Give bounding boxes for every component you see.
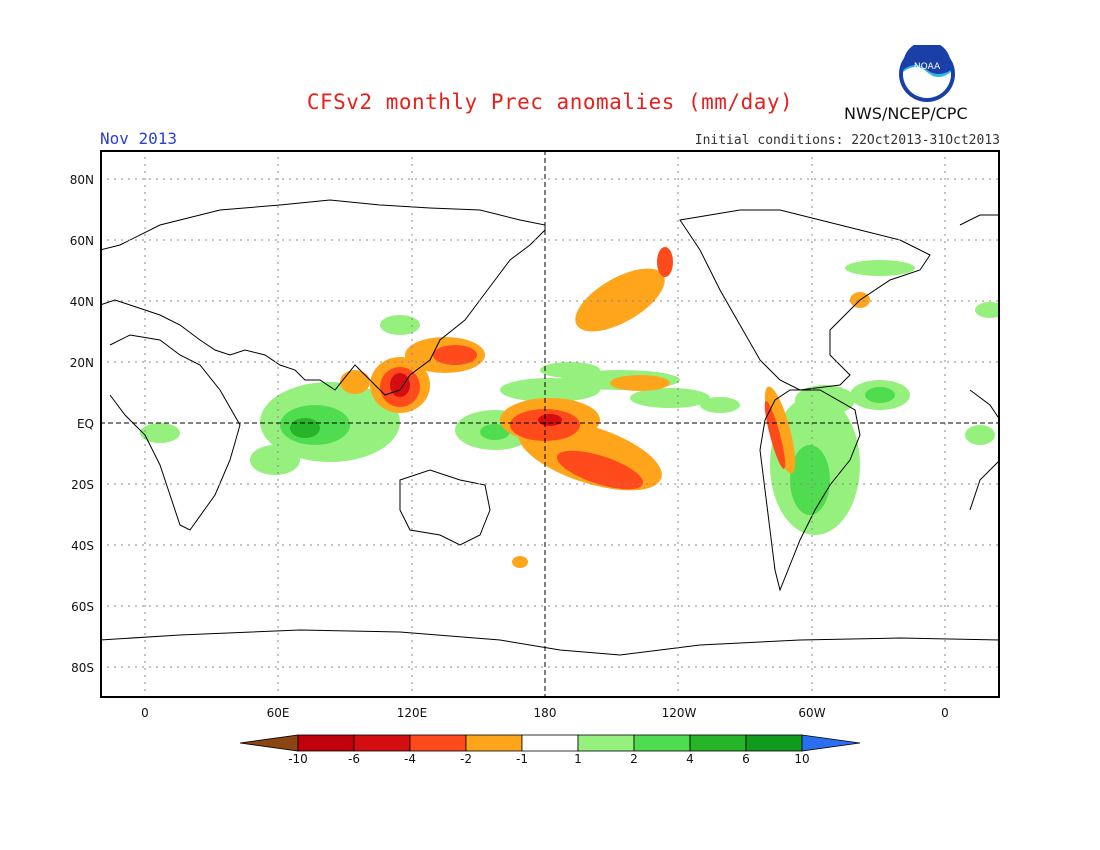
lon-label-120w: 120W (661, 706, 697, 720)
map-border (100, 150, 1000, 698)
map-title: CFSv2 monthly Prec anomalies (mm/day) (306, 90, 794, 114)
colorbar-label: 2 (630, 752, 638, 766)
colorbar-cell (577, 734, 635, 752)
colorbar-label: -10 (288, 752, 308, 766)
lat-label-20n: 20N (69, 356, 94, 370)
colorbar-cell (521, 734, 579, 752)
colorbar (240, 734, 860, 752)
colorbar-cell (689, 734, 747, 752)
colorbar-label: -1 (516, 752, 528, 766)
lat-label-20s: 20S (71, 478, 94, 492)
colorbar-cell (633, 734, 691, 752)
reference-lines (100, 150, 1000, 698)
lat-label-40s: 40S (71, 539, 94, 553)
coastlines (100, 199, 1000, 656)
lon-label-180: 180 (533, 706, 557, 720)
colorbar-label: 6 (742, 752, 750, 766)
logo-text: NOAA (914, 62, 941, 72)
colorbar-right-arrow (801, 734, 860, 752)
lat-label-60s: 60S (71, 600, 94, 614)
colorbar-cell (745, 734, 803, 752)
colorbar-label: -6 (348, 752, 360, 766)
forecast-month: Nov 2013 (100, 129, 178, 148)
lat-label-40n: 40N (69, 295, 94, 309)
agency-label: NWS/NCEP/CPC (844, 104, 968, 123)
lat-label-eq: EQ (76, 417, 94, 431)
colorbar-cells (297, 734, 803, 752)
grid-lines (100, 150, 1000, 698)
lon-label-0-west: 0 (141, 706, 149, 720)
lon-label-60e: 60E (266, 706, 290, 720)
colorbar-cell (297, 734, 355, 752)
lat-label-80s: 80S (71, 661, 94, 675)
colorbar-label: -2 (460, 752, 472, 766)
colorbar-label: 4 (686, 752, 694, 766)
colorbar-label: -4 (404, 752, 416, 766)
lat-label-80n: 80N (69, 173, 94, 187)
colorbar-cell (409, 734, 467, 752)
colorbar-left-arrow (240, 734, 299, 752)
initial-conditions: Initial conditions: 22Oct2013-31Oct2013 (694, 133, 1000, 148)
lon-label-60w: 60W (798, 706, 826, 720)
colorbar-label: 10 (794, 752, 810, 766)
colorbar-cell (353, 734, 411, 752)
lon-label-120e: 120E (396, 706, 428, 720)
lat-label-60n: 60N (69, 234, 94, 248)
lon-label-0-east: 0 (941, 706, 949, 720)
wet-anomalies-core (290, 418, 320, 438)
noaa-logo: NOAA (899, 45, 955, 102)
colorbar-label: 1 (574, 752, 582, 766)
precip-anomaly-map (100, 150, 1000, 698)
colorbar-cell (465, 734, 523, 752)
